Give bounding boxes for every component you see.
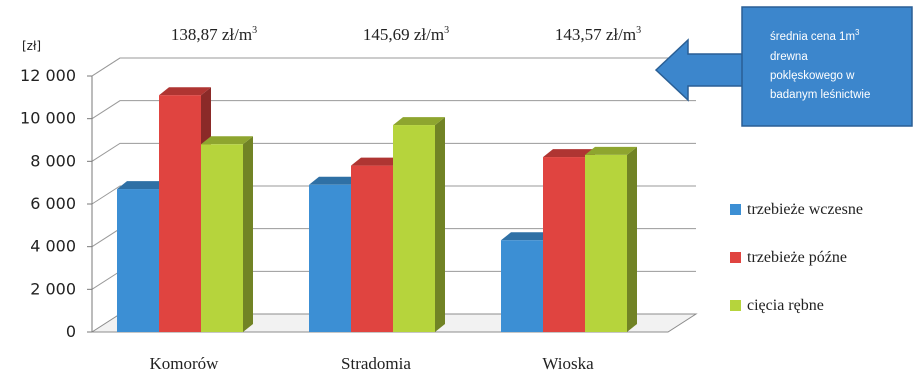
bar-front <box>351 165 393 332</box>
legend-item: cięcia rębne <box>730 297 824 314</box>
bar-top <box>117 181 169 190</box>
x-tick-label: Stradomia <box>341 354 411 373</box>
bar <box>393 117 445 332</box>
legend-label: trzebieże późne <box>747 249 847 266</box>
bar-top <box>585 146 637 155</box>
axis-layer: 0 2 000 4 000 6 000 8 000 10 000 12 000 <box>20 57 121 341</box>
legend-label: cięcia rębne <box>747 297 824 314</box>
legend: trzebieże wczesne trzebieże późne cięcia r… <box>730 201 863 314</box>
y-tick-label: 6 000 <box>30 194 76 213</box>
bar-layer <box>117 87 637 332</box>
x-tick-label: Wioska <box>542 354 594 373</box>
y-tick-label: 4 000 <box>30 237 76 256</box>
bar-front <box>309 184 351 332</box>
bar-front <box>501 240 543 332</box>
bar-side <box>435 117 445 332</box>
price-callout: średnia cena 1m3 drewna poklęskowego w bada… <box>654 6 913 127</box>
y-tick-label: 2 000 <box>30 279 76 298</box>
bar-top <box>351 157 403 166</box>
side-wall-edge <box>91 57 121 77</box>
bar-front <box>201 144 243 332</box>
bar-top <box>501 232 553 241</box>
callout-line: poklęskowego w <box>770 70 855 82</box>
y-tick-label: 8 000 <box>30 151 76 170</box>
gridline <box>91 185 696 205</box>
bar <box>117 181 169 332</box>
bar-front <box>543 157 585 332</box>
callout-box <box>741 6 913 127</box>
legend-swatch <box>730 252 741 263</box>
bar-top <box>543 149 595 158</box>
y-tick-label: 12 000 <box>20 66 76 85</box>
bar-side <box>627 146 637 332</box>
bar <box>201 136 253 332</box>
y-tick-label: 10 000 <box>20 109 76 128</box>
x-tick-label: Komorów <box>150 354 220 373</box>
bar <box>585 146 637 332</box>
bar-front <box>159 95 201 332</box>
legend-label: trzebieże wczesne <box>747 201 863 218</box>
price-annotation: 145,69 zł/m3 <box>363 25 449 44</box>
bar-side <box>243 136 253 332</box>
label-layer: [zł] Komorów 138,87 zł/m3 Stradomia 145,69 … <box>22 25 641 373</box>
legend-swatch <box>730 300 741 311</box>
legend-swatch <box>730 204 741 215</box>
legend-item: trzebieże późne <box>730 249 847 266</box>
callout-line: badanym leśnictwie <box>770 89 870 101</box>
gridline <box>91 100 696 120</box>
callout-line: średnia cena 1m3 <box>770 28 860 43</box>
price-annotation: 138,87 zł/m3 <box>171 25 257 44</box>
bar-top <box>159 87 211 96</box>
bar-front <box>393 125 435 332</box>
callout-line: drewna <box>770 51 808 63</box>
bar-top <box>309 176 361 185</box>
bar-top <box>201 136 253 145</box>
bar-front <box>585 154 627 332</box>
gridline <box>91 142 696 162</box>
bar-front <box>117 189 159 332</box>
bar-top <box>393 117 445 126</box>
y-tick-label: 0 <box>66 322 76 341</box>
legend-item: trzebieże wczesne <box>730 201 863 218</box>
y-unit-label: [zł] <box>22 39 41 53</box>
price-annotation: 143,57 zł/m3 <box>555 25 641 44</box>
